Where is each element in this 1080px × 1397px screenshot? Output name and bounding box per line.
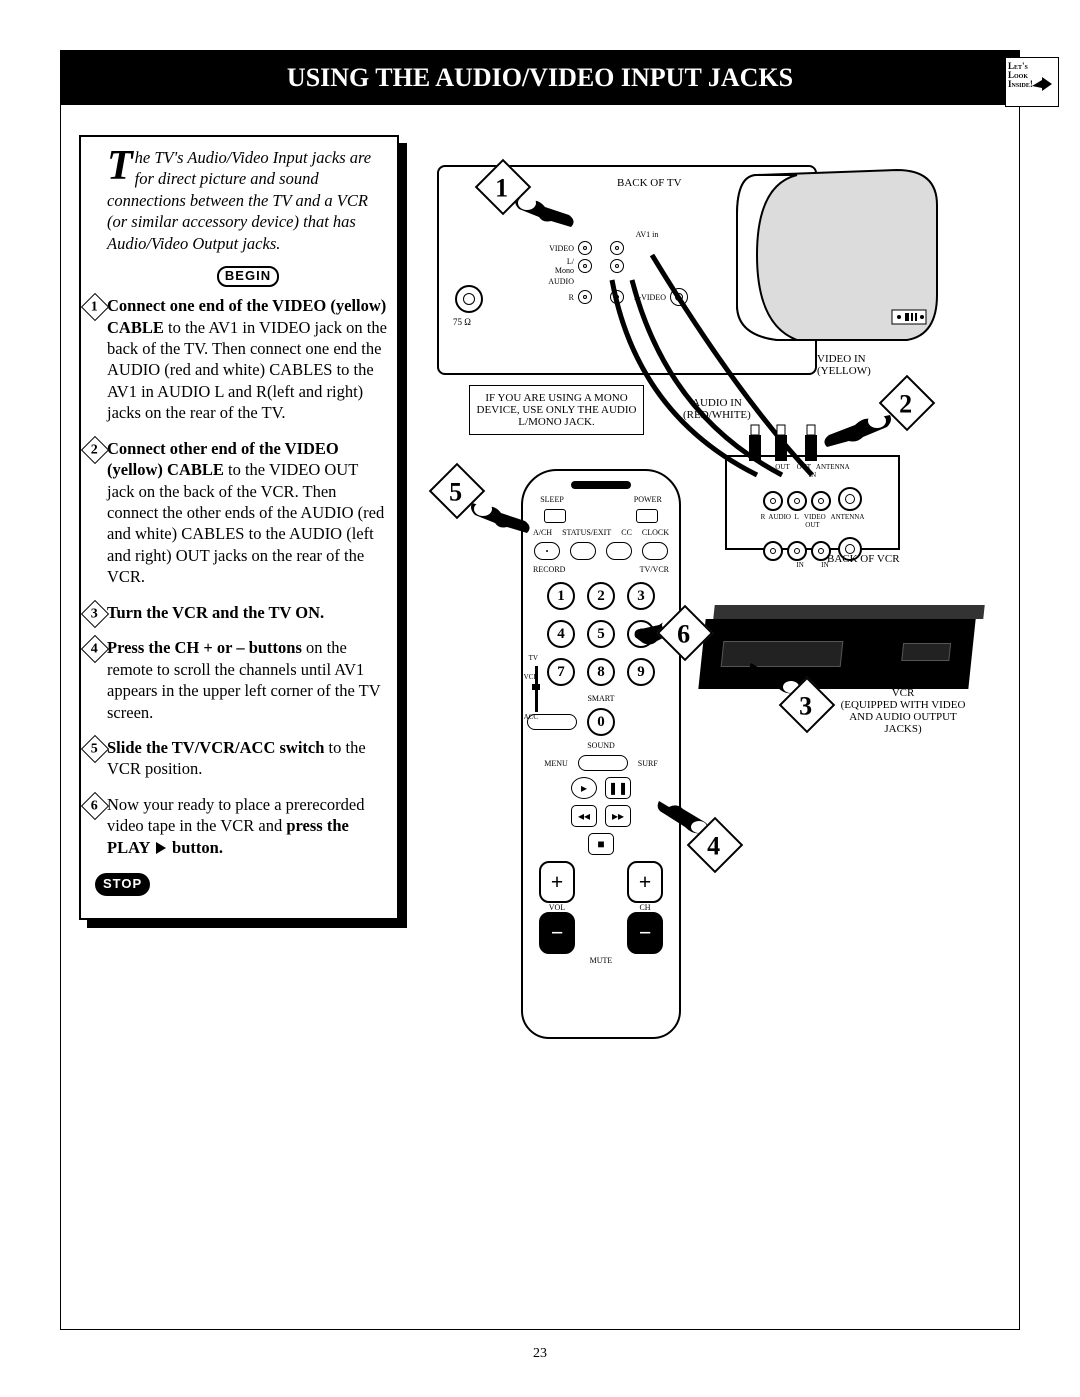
stop-pill: STOP [95, 873, 150, 896]
step-marker-3: 3 [81, 600, 109, 628]
step-1: 1 Connect one end of the VIDEO (yellow) … [107, 295, 389, 424]
mode-slider: TV VCR ACC [517, 653, 538, 723]
connection-diagram: BACK OF TV AV1 in VIDEO L/ Mono AUDIO RS… [417, 135, 997, 1135]
intro-paragraph: The TV's Audio/Video Input jacks are for… [107, 147, 389, 254]
page-frame: USING THE AUDIO/VIDEO INPUT JACKS Let's … [60, 50, 1020, 1330]
step-marker-1: 1 [81, 293, 109, 321]
content-area: The TV's Audio/Video Input jacks are for… [61, 105, 1019, 1155]
vcr-back-panel: OUT OUT ANTENNA IN R AUDIO L VIDEO ANTEN… [725, 455, 900, 550]
vcr-caption: VCR (EQUIPPED WITH VIDEO AND AUDIO OUTPU… [833, 687, 973, 735]
callout-2: 2 [879, 375, 936, 432]
step-2: 2 Connect other end of the VIDEO (yellow… [107, 438, 389, 588]
coax-label: 75 Ω [453, 317, 471, 327]
step-marker-6: 6 [81, 792, 109, 820]
play-icon [156, 842, 166, 854]
title-bar: USING THE AUDIO/VIDEO INPUT JACKS Let's … [61, 51, 1019, 105]
step-marker-4: 4 [81, 635, 109, 663]
tv-jack-panel: AV1 in VIDEO L/ Mono AUDIO RS-VIDEO [542, 230, 722, 350]
pointing-hand-icon [815, 407, 895, 457]
video-in-label: VIDEO IN (YELLOW) [817, 353, 871, 377]
step-6: 6 Now your ready to place a prerecorded … [107, 794, 389, 858]
step-marker-2: 2 [81, 436, 109, 464]
vcr-back-label: BACK OF VCR [827, 553, 900, 565]
step-3: 3 Turn the VCR and the TV ON. [107, 602, 389, 623]
begin-pill: BEGIN [217, 266, 279, 287]
page-title: USING THE AUDIO/VIDEO INPUT JACKS [287, 63, 793, 92]
mono-note: IF YOU ARE USING A MONO DEVICE, USE ONLY… [469, 385, 644, 435]
diagram-column: BACK OF TV AV1 in VIDEO L/ Mono AUDIO RS… [417, 135, 1007, 1135]
audio-in-label: AUDIO IN (RED/WHITE) [683, 397, 751, 421]
step-marker-5: 5 [81, 735, 109, 763]
tv-back-label: BACK OF TV [617, 177, 682, 189]
step-5: 5 Slide the TV/VCR/ACC switch to the VCR… [107, 737, 389, 780]
coax-jack [455, 285, 483, 313]
look-inside-badge: Let's Look Inside! [1005, 57, 1059, 107]
hand-icon [1030, 72, 1056, 92]
step-4: 4 Press the CH + or – buttons on the rem… [107, 637, 389, 723]
remote-control: SLEEPPOWER A/CH STATUS/EXIT CC CLOCK • R… [521, 469, 681, 1039]
instruction-box: The TV's Audio/Video Input jacks are for… [79, 135, 399, 920]
tv-shell-icon [727, 155, 947, 355]
pointing-hand-icon [467, 495, 537, 545]
instruction-column: The TV's Audio/Video Input jacks are for… [79, 135, 399, 1135]
page-number: 23 [60, 1346, 1020, 1362]
